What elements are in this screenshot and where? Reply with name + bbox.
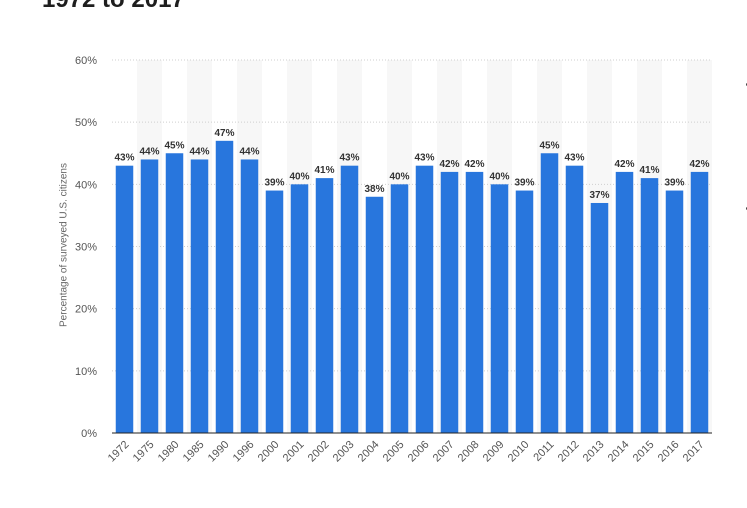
bar-value-label: 44%	[239, 146, 259, 157]
y-tick-label: 0%	[81, 428, 97, 440]
bar-2017[interactable]	[690, 171, 709, 433]
x-tick-label: 2008	[456, 439, 482, 465]
y-tick-label: 20%	[75, 304, 97, 316]
x-tick-label: 1996	[231, 439, 257, 465]
x-tick-label: 2006	[406, 439, 432, 465]
bar-2015[interactable]	[640, 178, 659, 433]
bar-value-label: 40%	[289, 171, 309, 182]
x-tick-label: 2003	[331, 439, 357, 465]
x-tick-label: 2005	[381, 439, 407, 465]
bar-value-label: 39%	[664, 178, 684, 189]
bar-value-label: 40%	[489, 171, 509, 182]
bar-value-label: 43%	[339, 153, 359, 164]
bar-2007[interactable]	[440, 171, 459, 433]
bar-2004[interactable]	[365, 196, 384, 433]
bar-1972[interactable]	[115, 165, 134, 433]
x-tick-label: 2007	[431, 439, 457, 465]
x-tick-label: 2013	[581, 439, 607, 465]
bar-2002[interactable]	[315, 178, 334, 433]
y-tick-label: 30%	[75, 242, 97, 254]
bar-value-label: 37%	[589, 190, 609, 201]
x-tick-label: 2002	[306, 439, 332, 465]
bar-2000[interactable]	[265, 190, 284, 433]
x-tick-label: 2010	[506, 439, 532, 465]
bar-value-label: 41%	[639, 165, 659, 176]
bar-value-label: 42%	[464, 159, 484, 170]
y-tick-label: 10%	[75, 366, 97, 378]
x-tick-label: 2011	[531, 439, 556, 464]
x-tick-label: 1990	[206, 439, 232, 465]
bar-value-label: 39%	[514, 178, 534, 189]
bar-1980[interactable]	[165, 153, 184, 433]
x-tick-label: 2009	[481, 439, 507, 465]
bar-1990[interactable]	[215, 140, 234, 434]
bar-2014[interactable]	[615, 171, 634, 433]
x-tick-label: 2015	[631, 439, 657, 465]
y-axis-ticks: 0% 10% 20% 30% 40% 50% 60%	[75, 55, 97, 440]
bar-2016[interactable]	[665, 190, 684, 433]
x-tick-label: 2004	[356, 439, 382, 465]
bar-value-labels: 43% 44% 45% 44% 47% 44% 39% 40% 41% 43% 38% 40% 43% 4…	[114, 128, 709, 201]
bar-value-label: 44%	[139, 146, 159, 157]
bar-value-label: 45%	[164, 140, 184, 151]
x-tick-label: 2016	[656, 439, 682, 465]
bar-2010[interactable]	[515, 190, 534, 433]
bar-value-label: 47%	[214, 128, 234, 139]
bar-value-label: 43%	[114, 153, 134, 164]
gridlines	[112, 59, 712, 372]
x-tick-label: 1985	[181, 439, 207, 465]
x-tick-label: 2017	[681, 439, 707, 465]
bar-value-label: 39%	[264, 178, 284, 189]
bar-2003[interactable]	[340, 165, 359, 433]
y-tick-label: 60%	[75, 55, 97, 67]
bar-value-label: 38%	[364, 184, 384, 195]
bar-value-label: 42%	[689, 159, 709, 170]
bar-value-label: 43%	[564, 153, 584, 164]
bar-1985[interactable]	[190, 159, 209, 433]
bar-2001[interactable]	[290, 184, 309, 433]
x-tick-label: 1980	[156, 439, 182, 465]
x-tick-label: 2014	[606, 439, 632, 465]
bar-value-label: 42%	[439, 159, 459, 170]
bar-2013[interactable]	[590, 202, 609, 433]
chart-title: 1972 to 2017	[42, 0, 185, 14]
y-tick-label: 40%	[75, 179, 97, 191]
bar-2006[interactable]	[415, 165, 434, 433]
bars	[115, 140, 709, 434]
bar-2012[interactable]	[565, 165, 584, 433]
bar-2011[interactable]	[540, 153, 559, 433]
x-tick-label: 2001	[281, 439, 307, 465]
x-tick-label: 1972	[106, 439, 132, 465]
bar-value-label: 45%	[539, 140, 559, 151]
bar-value-label: 42%	[614, 159, 634, 170]
x-tick-label: 1975	[131, 439, 157, 465]
x-axis-ticks: 1972 1975 1980 1985 1990 1996 2000 2001 2002 2003…	[106, 439, 707, 465]
bar-2009[interactable]	[490, 184, 509, 433]
bar-1996[interactable]	[240, 159, 259, 433]
x-tick-label: 2012	[556, 439, 582, 465]
bar-value-label: 43%	[414, 153, 434, 164]
x-tick-label: 2000	[256, 439, 282, 465]
bar-value-label: 44%	[189, 146, 209, 157]
bar-value-label: 41%	[314, 165, 334, 176]
bar-value-label: 40%	[389, 171, 409, 182]
bar-2008[interactable]	[465, 171, 484, 433]
bar-2005[interactable]	[390, 184, 409, 433]
bar-1975[interactable]	[140, 159, 159, 433]
y-tick-label: 50%	[75, 117, 97, 129]
